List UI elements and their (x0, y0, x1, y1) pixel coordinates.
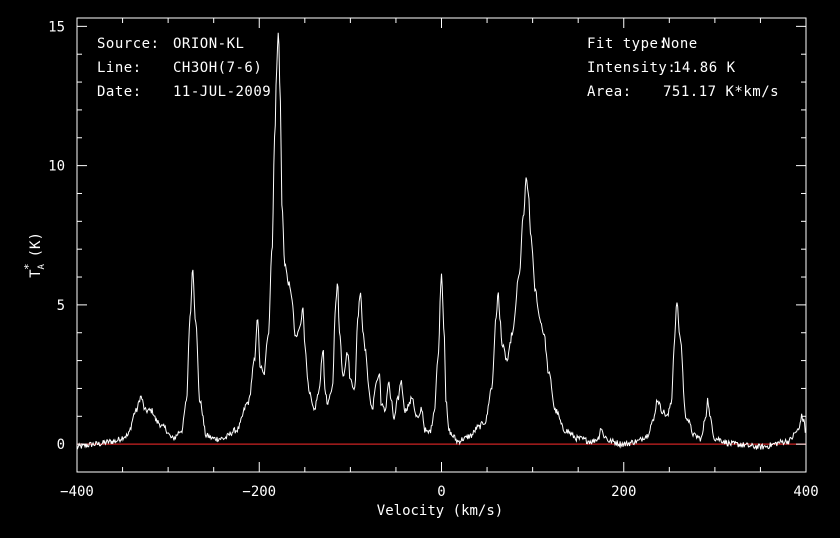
axis-ticks (76, 18, 807, 472)
x-tick-label: 200 (611, 484, 636, 500)
area-value: 751.17 K*km/s (663, 84, 780, 100)
y-tick-label: 0 (57, 437, 65, 453)
y-axis-label-unit: (K) (28, 232, 44, 257)
area-label: Area: (587, 84, 632, 100)
axis-tick-labels: −400 −200 0 200 400 0 5 10 15 (48, 19, 819, 500)
line-label: Line: (97, 60, 142, 76)
spectrum-line (76, 32, 806, 450)
y-axis-label-sup: * (22, 263, 35, 270)
y-tick-label: 5 (57, 298, 65, 314)
intensity-label: Intensity: (587, 60, 677, 76)
x-tick-label: 400 (793, 484, 818, 500)
fit-type-label: Fit type: (587, 36, 668, 52)
line-value: CH3OH(7-6) (173, 60, 263, 76)
y-axis-label: TA* (K) (22, 232, 47, 278)
source-value: ORION-KL (173, 36, 245, 52)
fit-type-value: None (662, 36, 698, 52)
svg-text:TA*(K): TA* (K) (22, 232, 47, 278)
y-axis-label-symbol: T (28, 269, 44, 278)
y-axis-label-sub: A (37, 263, 47, 269)
y-tick-label: 15 (48, 19, 65, 35)
x-tick-label: −400 (60, 484, 94, 500)
source-label: Source: (97, 36, 160, 52)
x-tick-label: −200 (242, 484, 276, 500)
y-tick-label: 10 (48, 159, 65, 175)
intensity-value: 14.86 K (673, 60, 736, 76)
date-value: 11-JUL-2009 (173, 84, 272, 100)
x-tick-label: 0 (437, 484, 445, 500)
x-axis-label: Velocity (km/s) (377, 503, 503, 519)
spectrum-series (76, 32, 806, 450)
date-label: Date: (97, 84, 142, 100)
